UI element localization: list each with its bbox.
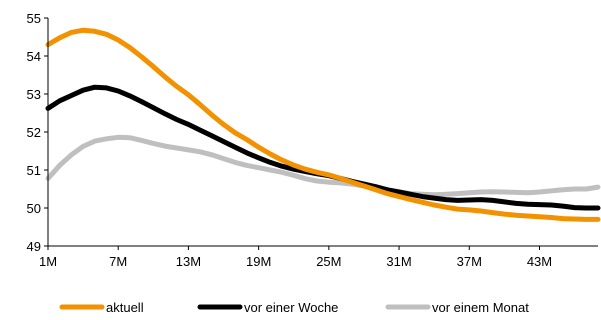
x-tick-label: 37M — [457, 254, 482, 269]
legend-label-1: aktuell — [106, 300, 144, 315]
series-line-3 — [45, 134, 601, 198]
y-tick-label: 49 — [27, 239, 41, 254]
plot-lines — [45, 27, 601, 222]
legend-label-3: vor einem Monat — [432, 300, 529, 315]
y-tick-label: 53 — [27, 87, 41, 102]
x-tick-label: 1M — [39, 254, 57, 269]
y-tick-label: 50 — [27, 201, 41, 216]
x-tick-label: 43M — [527, 254, 552, 269]
x-axis-ticks: 1M 7M 13M 19M 25M 31M 37M 43M — [39, 246, 552, 269]
axes — [47, 18, 598, 247]
x-tick-label: 19M — [246, 254, 271, 269]
x-tick-label: 13M — [176, 254, 201, 269]
legend-label-2: vor einer Woche — [244, 300, 338, 315]
x-tick-label: 7M — [109, 254, 127, 269]
series-line-1 — [45, 27, 601, 222]
y-tick-label: 54 — [27, 49, 41, 64]
x-tick-label: 31M — [386, 254, 411, 269]
y-tick-label: 55 — [27, 11, 41, 26]
y-axis-ticks: 49 50 51 52 53 54 55 — [27, 11, 48, 254]
legend: aktuell vor einer Woche vor einem Monat — [59, 300, 529, 315]
y-tick-label: 52 — [27, 125, 41, 140]
x-tick-label: 25M — [316, 254, 341, 269]
y-tick-label: 51 — [27, 163, 41, 178]
